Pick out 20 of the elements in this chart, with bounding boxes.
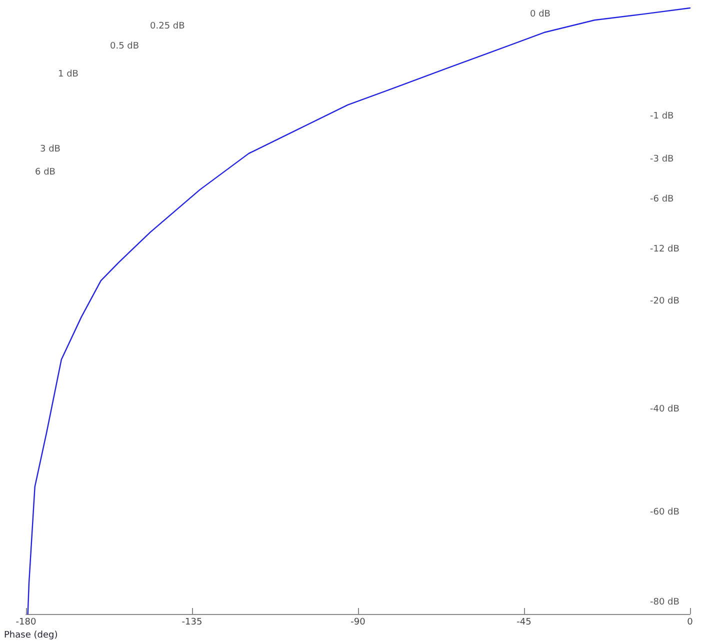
- annotation: 3 dB: [40, 144, 60, 154]
- annotation: 6 dB: [35, 168, 56, 178]
- annotation: 0 dB: [530, 10, 550, 20]
- annotation: -6 dB: [650, 194, 674, 204]
- x-tick-label: -135: [182, 618, 202, 628]
- annotation: -1 dB: [650, 112, 674, 122]
- annotation: -60 dB: [650, 508, 680, 518]
- annotation: 1 dB: [58, 70, 78, 80]
- annotation: -3 dB: [650, 154, 674, 164]
- x-tick-label: -90: [350, 618, 366, 628]
- x-axis-title: Phase (deg): [4, 630, 58, 640]
- annotation: -20 dB: [650, 296, 680, 306]
- x-tick-label: 0: [687, 618, 694, 628]
- annotation: -40 dB: [650, 404, 680, 414]
- annotation: 0.5 dB: [110, 42, 140, 52]
- annotation: -12 dB: [650, 244, 680, 254]
- x-tick-label: -180: [16, 618, 36, 628]
- x-tick-label: -45: [516, 618, 532, 628]
- annotation: 0.25 dB: [150, 22, 185, 32]
- annotation: -80 dB: [650, 598, 680, 608]
